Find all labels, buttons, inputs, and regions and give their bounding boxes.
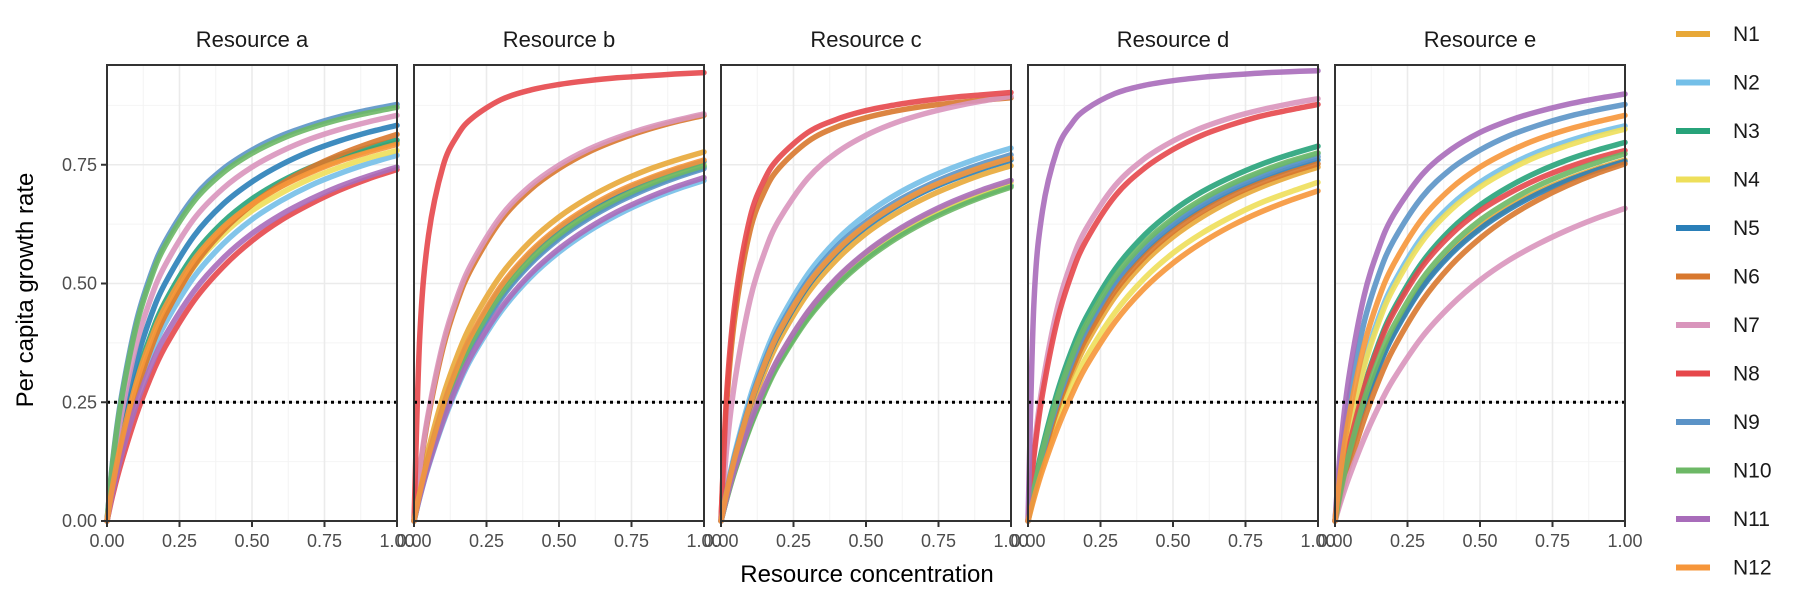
y-tick-label: 0.75 [62,155,97,175]
x-tick-label: 0.25 [1390,531,1425,551]
x-tick-label: 0.50 [1462,531,1497,551]
legend-label: N12 [1733,557,1772,580]
x-tick-label: 0.00 [703,531,738,551]
legend-item-n11: N11 [1676,508,1770,531]
legend-item-n8: N8 [1676,363,1760,386]
x-tick-label: 1.00 [1300,531,1335,551]
legend-item-n5: N5 [1676,217,1760,240]
x-tick-label: 0.75 [921,531,956,551]
facet-title: Resource c [810,27,921,52]
legend-item-n3: N3 [1676,120,1760,143]
x-tick-label: 0.75 [1228,531,1263,551]
series-line-n9 [1332,101,1628,524]
legend-item-n12: N12 [1676,557,1772,580]
facet-panels: Resource a0.00 0.25 0.50 0.75 1.000.000.250.… [62,27,1643,551]
y-tick-label: 0.25 [62,392,97,412]
x-axis-title: Resource concentration [740,561,993,588]
series-line-n11 [104,164,400,524]
legend-label: N5 [1733,217,1760,240]
series-line-n6 [1332,161,1628,524]
facet-panel: Resource d 0.00 0.25 0.50 0.75 1.00 [1010,27,1335,551]
facet-title: Resource e [1424,27,1537,52]
series-line-n12 [104,141,400,524]
series-line-n8 [718,89,1014,524]
x-tick-label: 1.00 [379,531,414,551]
facet-title: Resource a [196,27,309,52]
legend-label: N4 [1733,169,1760,192]
series-line-n12 [1332,112,1628,524]
x-tick-label: 1.00 [686,531,721,551]
legend-item-n7: N7 [1676,314,1760,337]
series-line-n11 [718,177,1014,524]
legend-item-n1: N1 [1676,23,1760,46]
facet-panel: Resource b 0.00 0.25 0.50 0.75 1.00 [396,27,721,551]
series-line-n8 [1025,101,1321,524]
legend-label: N8 [1733,363,1760,386]
series-line-n12 [718,155,1014,524]
legend-label: N10 [1733,460,1772,483]
legend: N1 N2 N3 N4 N5 N6 N7 N8 N9 N10 N11 N12 [1676,23,1772,580]
series-line-n12 [1025,188,1321,524]
x-tick-label: 1.00 [1607,531,1642,551]
legend-item-n4: N4 [1676,169,1760,192]
legend-item-n2: N2 [1676,72,1760,95]
facet-title: Resource b [503,27,616,52]
series-line-n10 [1025,150,1321,524]
legend-label: N1 [1733,23,1760,46]
x-tick-label: 0.00 [89,531,124,551]
facet-title: Resource d [1117,27,1230,52]
y-axis-title: Per capita growth rate [12,173,39,408]
x-tick-label: 0.00 [1317,531,1352,551]
series-line-n10 [1332,151,1628,524]
x-tick-label: 0.50 [1155,531,1190,551]
series-line-n8 [411,69,707,524]
legend-item-n9: N9 [1676,411,1760,434]
series-line-n4 [1332,126,1628,524]
x-tick-label: 0.75 [1535,531,1570,551]
legend-label: N7 [1733,314,1760,337]
facet-panel: Resource c 0.00 0.25 0.50 0.75 1.00 [703,27,1028,551]
series-line-n7 [411,111,707,524]
x-tick-label: 0.00 [396,531,431,551]
legend-label: N2 [1733,72,1760,95]
legend-label: N3 [1733,120,1760,143]
x-tick-label: 0.25 [162,531,197,551]
x-tick-label: 0.50 [848,531,883,551]
legend-label: N9 [1733,411,1760,434]
series-line-n10 [104,104,400,524]
legend-item-n10: N10 [1676,460,1772,483]
x-tick-label: 1.00 [993,531,1028,551]
series-line-n12 [411,157,707,524]
y-tick-label: 0.50 [62,274,97,294]
series-line-n7 [1332,205,1628,524]
series-line-n7 [718,93,1014,524]
legend-label: N6 [1733,266,1760,289]
x-tick-label: 0.25 [469,531,504,551]
series-line-n11 [1332,91,1628,524]
x-tick-label: 0.25 [776,531,811,551]
legend-item-n6: N6 [1676,266,1760,289]
y-tick-label: 0.00 [62,511,97,531]
facet-panel: Resource e 0.00 0.25 0.50 0.75 1.00 [1317,27,1642,551]
x-tick-label: 0.00 [1010,531,1045,551]
legend-label: N11 [1733,508,1770,531]
series-line-n11 [1025,67,1321,524]
x-tick-label: 0.50 [541,531,576,551]
x-tick-label: 0.75 [614,531,649,551]
x-tick-label: 0.25 [1083,531,1118,551]
x-tick-label: 0.75 [307,531,342,551]
facet-panel: Resource a 0.00 0.25 0.50 0.75 1.00 0.00 0.25 0.… [62,27,415,551]
x-tick-label: 0.50 [234,531,269,551]
